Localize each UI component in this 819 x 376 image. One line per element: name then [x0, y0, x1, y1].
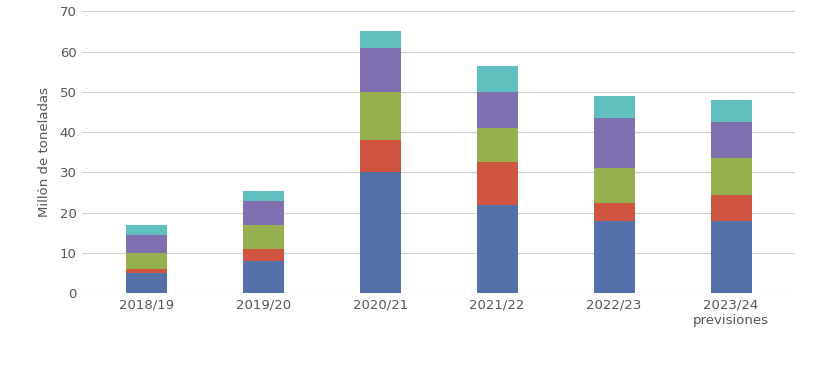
Bar	[242, 201, 283, 225]
Bar	[360, 32, 400, 47]
Bar	[710, 158, 751, 195]
Bar	[242, 261, 283, 293]
Bar	[360, 173, 400, 293]
Bar	[125, 253, 166, 269]
Bar	[360, 92, 400, 140]
Bar	[593, 168, 634, 203]
Bar	[593, 96, 634, 118]
Bar	[710, 100, 751, 122]
Bar	[710, 122, 751, 158]
Bar	[360, 47, 400, 92]
Bar	[476, 92, 517, 128]
Bar	[125, 269, 166, 273]
Bar	[242, 191, 283, 201]
Bar	[593, 118, 634, 168]
Y-axis label: Millón de toneladas: Millón de toneladas	[38, 87, 51, 217]
Bar	[125, 225, 166, 235]
Bar	[710, 195, 751, 221]
Bar	[476, 66, 517, 92]
Bar	[476, 205, 517, 293]
Bar	[360, 140, 400, 173]
Bar	[242, 225, 283, 249]
Bar	[476, 128, 517, 162]
Bar	[593, 221, 634, 293]
Bar	[476, 162, 517, 205]
Bar	[125, 273, 166, 293]
Bar	[593, 203, 634, 221]
Bar	[242, 249, 283, 261]
Bar	[710, 221, 751, 293]
Bar	[125, 235, 166, 253]
